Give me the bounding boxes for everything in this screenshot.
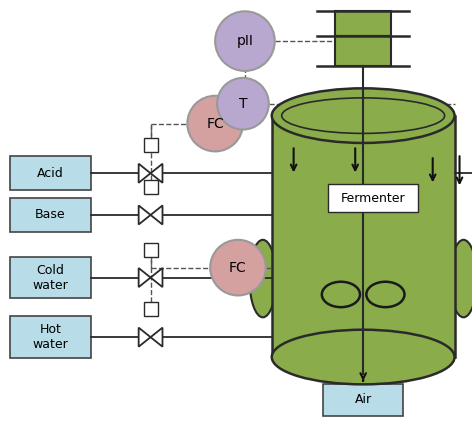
FancyBboxPatch shape — [9, 157, 91, 190]
Text: Hot
water: Hot water — [32, 323, 68, 351]
Ellipse shape — [272, 330, 455, 385]
Text: FC: FC — [229, 261, 247, 275]
FancyBboxPatch shape — [144, 180, 157, 194]
FancyBboxPatch shape — [9, 257, 91, 298]
Text: T: T — [239, 97, 247, 111]
Polygon shape — [139, 206, 151, 225]
Polygon shape — [151, 268, 163, 287]
Polygon shape — [139, 328, 151, 347]
Text: FC: FC — [206, 117, 224, 131]
FancyBboxPatch shape — [144, 302, 157, 316]
Polygon shape — [151, 206, 163, 225]
Ellipse shape — [272, 88, 455, 143]
Text: Base: Base — [35, 209, 65, 222]
Polygon shape — [139, 268, 151, 287]
FancyBboxPatch shape — [144, 138, 157, 152]
Text: Air: Air — [355, 393, 372, 406]
Text: pII: pII — [237, 34, 254, 48]
Polygon shape — [151, 164, 163, 183]
FancyBboxPatch shape — [323, 384, 403, 416]
Polygon shape — [139, 164, 151, 183]
Circle shape — [210, 240, 266, 295]
Text: Cold
water: Cold water — [32, 264, 68, 291]
FancyBboxPatch shape — [9, 198, 91, 232]
FancyBboxPatch shape — [9, 316, 91, 358]
Circle shape — [187, 96, 243, 151]
Ellipse shape — [249, 240, 276, 317]
Circle shape — [215, 11, 275, 71]
FancyBboxPatch shape — [144, 243, 157, 257]
FancyBboxPatch shape — [328, 184, 418, 212]
FancyBboxPatch shape — [335, 36, 391, 66]
FancyBboxPatch shape — [335, 11, 391, 36]
Ellipse shape — [450, 240, 474, 317]
Circle shape — [217, 78, 269, 129]
Polygon shape — [151, 328, 163, 347]
Text: Acid: Acid — [37, 167, 64, 180]
FancyBboxPatch shape — [272, 115, 455, 357]
Text: Fermenter: Fermenter — [341, 192, 405, 205]
